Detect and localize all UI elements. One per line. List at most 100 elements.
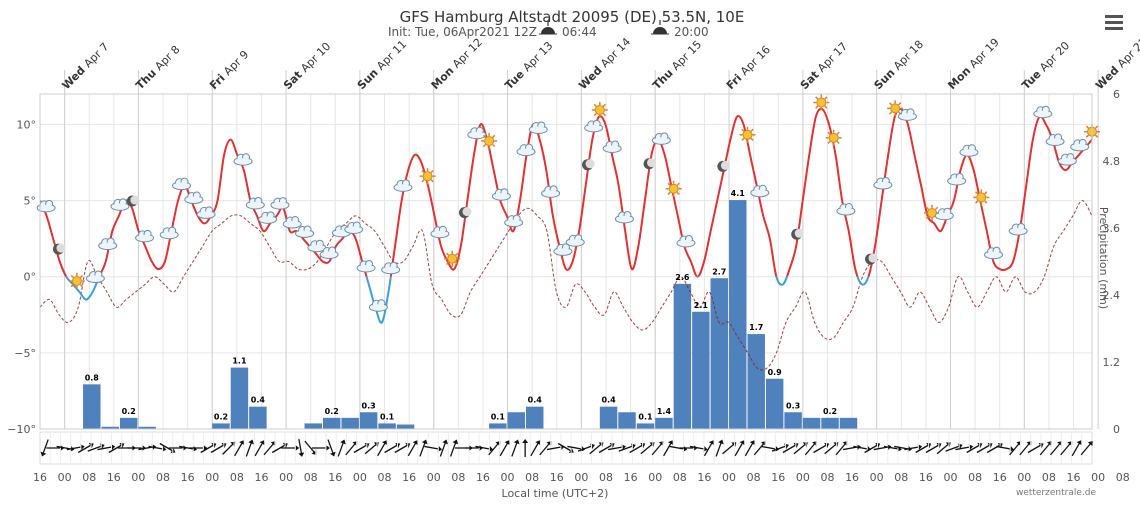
weather-icons: [37, 95, 1100, 312]
x-tick: 08: [1042, 471, 1056, 484]
x-tick: 16: [181, 471, 195, 484]
init-text: Init: Tue, 06Apr2021 12Z: [388, 25, 537, 39]
day-labels: Wed Apr 7 Thu Apr 8 Fri Apr 9 Sat Apr 10 Sun…: [60, 35, 1140, 92]
x-tick: 16: [993, 471, 1007, 484]
precip-value: 0.3: [786, 401, 800, 410]
precip-bar: [747, 334, 764, 429]
precip-bar: [305, 423, 322, 429]
credit-text: wetterzentrale.de: [1016, 488, 1097, 498]
precip-bar: [231, 368, 248, 429]
y-tick-right: 0: [1113, 423, 1120, 436]
sun-icon: [444, 251, 460, 267]
sun-icon: [666, 181, 682, 197]
y-tick-left: −5°: [14, 347, 36, 360]
precip-bars: [83, 200, 857, 429]
x-tick: 00: [870, 471, 884, 484]
day-label: Sun Apr 18: [872, 38, 926, 92]
day-label: Mon Apr 12: [429, 36, 485, 92]
precip-bar: [840, 418, 857, 429]
x-tick: 08: [156, 471, 170, 484]
precip-value: 0.2: [122, 407, 136, 416]
cloud-icon: [345, 222, 363, 234]
precip-bar: [120, 418, 137, 429]
cloud-icon: [566, 235, 584, 247]
precip-value: 0.1: [380, 412, 395, 421]
meteogram-svg: GFS Hamburg Altstadt 20095 (DE) 53.5N, 1…: [0, 0, 1140, 507]
temperature-lines: [40, 109, 1092, 370]
sunset-time: 20:00: [674, 25, 709, 39]
cloud-icon: [585, 120, 603, 131]
moon-icon: [791, 229, 804, 240]
y-tick-left: 0°: [24, 271, 37, 284]
precip-value: 1.7: [749, 323, 763, 332]
cloud-icon: [296, 226, 314, 238]
precip-value: 2.1: [694, 301, 709, 310]
cloud-icon: [1058, 154, 1076, 166]
x-tick: 00: [796, 471, 810, 484]
precip-bar: [711, 278, 728, 429]
day-label: Wed Apr 21: [1093, 35, 1140, 92]
axes: 10°5°0°−5°−10° 01.22.43.64.8616 00 08 16 00 08…: [7, 88, 1129, 484]
precip-value: 0.9: [768, 368, 783, 377]
x-tick: 08: [894, 471, 908, 484]
x-tick: 08: [230, 471, 244, 484]
moon-icon: [582, 159, 595, 170]
menu-icon[interactable]: [1105, 15, 1123, 30]
precip-bar: [729, 200, 746, 429]
precip-value: 2.6: [675, 273, 690, 282]
sun-icon: [739, 127, 755, 143]
x-tick: 16: [328, 471, 342, 484]
precip-value: 2.7: [712, 267, 726, 276]
day-label: Sat Apr 10: [281, 40, 333, 92]
x-tick: 16: [845, 471, 859, 484]
right-axis-label: Precipitation (mm): [1097, 207, 1110, 309]
moon-icon: [865, 254, 878, 265]
sunrise-time: 06:44: [562, 25, 597, 39]
x-tick: 00: [205, 471, 219, 484]
precip-bar: [489, 423, 506, 429]
x-tick: 00: [1017, 471, 1031, 484]
wind-arrows: [39, 432, 1095, 464]
y-tick-right: 1.2: [1103, 356, 1121, 369]
day-label: Wed Apr 14: [576, 35, 633, 92]
precip-bar: [674, 284, 691, 429]
precip-bar: [397, 425, 414, 429]
x-tick: 16: [771, 471, 785, 484]
x-tick: 00: [648, 471, 662, 484]
moon-icon: [717, 161, 730, 172]
cloud-icon: [1034, 106, 1052, 118]
day-label: Thu Apr 15: [650, 38, 704, 92]
precip-value: 0.2: [325, 407, 339, 416]
precip-bar: [341, 418, 358, 429]
meteogram-chart: GFS Hamburg Altstadt 20095 (DE) 53.5N, 1…: [0, 0, 1140, 507]
precip-value: 0.2: [823, 407, 837, 416]
day-label: Fri Apr 16: [724, 43, 773, 92]
x-tick: 16: [476, 471, 490, 484]
x-tick: 00: [58, 471, 72, 484]
precip-value: 0.8: [85, 373, 100, 382]
x-tick: 16: [107, 471, 121, 484]
y-tick-right: 4.8: [1103, 155, 1121, 168]
day-label: Wed Apr 7: [60, 40, 112, 92]
x-tick: 16: [919, 471, 933, 484]
x-tick: 16: [624, 471, 638, 484]
moon-icon: [127, 196, 140, 207]
x-tick: 16: [254, 471, 268, 484]
sun-icon: [592, 102, 608, 118]
cloud-icon: [394, 180, 412, 192]
precip-bar: [766, 379, 783, 429]
precip-value: 0.3: [362, 401, 376, 410]
precip-bar: [618, 412, 635, 429]
x-tick: 00: [427, 471, 441, 484]
x-tick: 08: [82, 471, 96, 484]
precip-value: 0.1: [491, 412, 506, 421]
x-tick: 16: [1067, 471, 1081, 484]
x-axis-label: Local time (UTC+2): [502, 487, 609, 500]
cloud-icon: [197, 207, 215, 219]
x-tick: 00: [501, 471, 515, 484]
precip-bar: [323, 418, 340, 429]
plot-frame: [40, 94, 1092, 429]
precip-bar: [803, 418, 820, 429]
cloud-icon: [369, 300, 387, 312]
y-tick-left: 5°: [24, 195, 37, 208]
